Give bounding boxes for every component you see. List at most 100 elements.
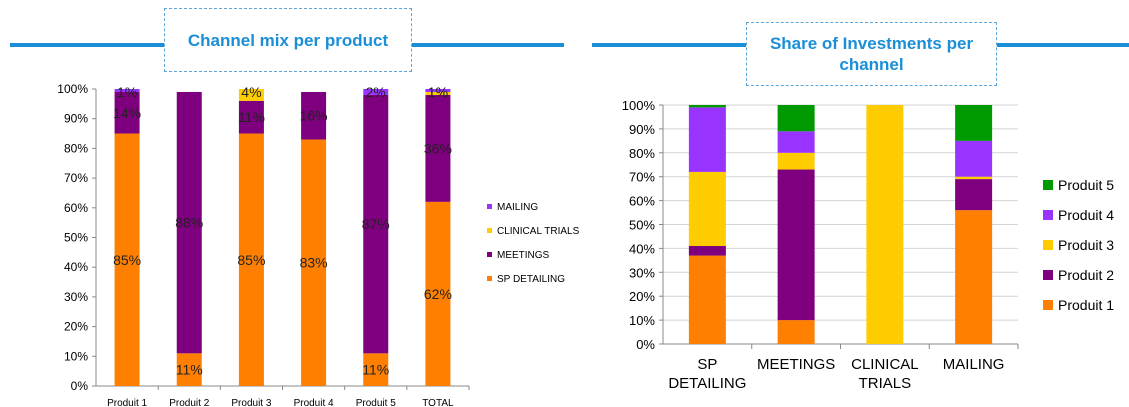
bar-segment-produit-2 bbox=[777, 169, 815, 321]
y-tick-label: 30% bbox=[64, 290, 88, 304]
x-tick-label: MAILING bbox=[943, 356, 1005, 373]
legend-entry: Produit 2 bbox=[1058, 267, 1114, 283]
bar-segment-produit-5 bbox=[955, 105, 993, 141]
y-tick-label: 40% bbox=[64, 260, 88, 274]
x-tick-label: CLINICAL bbox=[851, 356, 919, 373]
bar-segment-sp-detailing bbox=[425, 201, 451, 386]
bar-segment-mailing bbox=[363, 89, 389, 95]
bar-segment-sp-detailing bbox=[238, 133, 264, 386]
data-label: 16% bbox=[300, 108, 328, 124]
legend-swatch bbox=[487, 228, 492, 233]
y-tick-label: 60% bbox=[629, 194, 655, 209]
legend-swatch bbox=[1043, 180, 1053, 190]
bar-segment-produit-4 bbox=[777, 131, 815, 153]
bar-segment-produit-3 bbox=[955, 176, 993, 180]
legend-swatch bbox=[1043, 240, 1053, 250]
x-tick-label: Produit 3 bbox=[231, 398, 271, 407]
legend-entry: CLINICAL TRIALS bbox=[497, 226, 580, 237]
bar-segment-produit-1 bbox=[777, 320, 815, 344]
y-tick-label: 100% bbox=[622, 98, 656, 113]
chart1-title-rule-right bbox=[410, 43, 564, 47]
bar-segment-produit-4 bbox=[955, 140, 993, 177]
x-tick-label: TOTAL bbox=[422, 398, 454, 407]
bar-segment-produit-1 bbox=[688, 255, 726, 344]
data-label: 11% bbox=[238, 109, 265, 125]
bar-segment-produit-1 bbox=[955, 210, 993, 344]
bar-segment-sp-detailing bbox=[176, 353, 202, 386]
bar-segment-produit-2 bbox=[955, 179, 993, 211]
legend-entry: Produit 1 bbox=[1058, 297, 1114, 313]
bar-segment-produit-3 bbox=[777, 152, 815, 170]
y-tick-label: 70% bbox=[64, 171, 88, 185]
y-tick-label: 40% bbox=[629, 241, 655, 256]
bar-segment-produit-3 bbox=[866, 105, 904, 344]
bar-segment-clinical-trials bbox=[425, 91, 451, 95]
y-tick-label: 90% bbox=[629, 122, 655, 137]
y-tick-label: 80% bbox=[629, 146, 655, 161]
bar-segment-clinical-trials bbox=[238, 89, 264, 101]
bar-segment-meetings bbox=[114, 91, 140, 134]
legend-entry: Produit 5 bbox=[1058, 177, 1114, 193]
x-tick-label: SP bbox=[697, 356, 717, 373]
x-tick-label: DETAILING bbox=[668, 375, 746, 392]
chart1-title-rule-left bbox=[10, 43, 165, 47]
legend-swatch bbox=[1043, 300, 1053, 310]
y-tick-label: 100% bbox=[57, 82, 88, 96]
y-tick-label: 0% bbox=[636, 337, 655, 352]
bar-segment-produit-5 bbox=[777, 105, 815, 132]
y-tick-label: 80% bbox=[64, 141, 88, 155]
legend-entry: MAILING bbox=[497, 202, 538, 213]
y-tick-label: 10% bbox=[64, 349, 88, 363]
data-label: 88% bbox=[175, 215, 203, 231]
x-tick-label: Produit 5 bbox=[356, 398, 396, 407]
bar-segment-meetings bbox=[176, 91, 202, 354]
legend-swatch bbox=[487, 204, 492, 209]
data-label: 1% bbox=[117, 84, 137, 100]
bar-segment-meetings bbox=[363, 94, 389, 354]
data-label: 14% bbox=[113, 105, 141, 121]
legend-swatch bbox=[487, 276, 492, 281]
data-label: 87% bbox=[362, 216, 390, 232]
data-label: 62% bbox=[424, 286, 452, 302]
data-label: 36% bbox=[424, 140, 452, 156]
legend-swatch bbox=[1043, 210, 1053, 220]
y-tick-label: 20% bbox=[629, 289, 655, 304]
x-tick-label: MEETINGS bbox=[757, 356, 835, 373]
legend-entry: MEETINGS bbox=[497, 250, 550, 261]
y-tick-label: 50% bbox=[629, 218, 655, 233]
legend-entry: Produit 4 bbox=[1058, 207, 1114, 223]
bar-segment-meetings bbox=[301, 91, 327, 140]
x-tick-label: Produit 4 bbox=[294, 398, 334, 407]
bar-segment-sp-detailing bbox=[301, 139, 327, 386]
chart1-title: Channel mix per product bbox=[164, 8, 412, 72]
chart2-title: Share of Investments per channel bbox=[746, 22, 997, 86]
chart2-title-rule-right bbox=[995, 43, 1129, 47]
data-label: 2% bbox=[366, 84, 386, 100]
legend-swatch bbox=[487, 252, 492, 257]
data-label: 1% bbox=[428, 84, 448, 100]
data-label: 83% bbox=[300, 255, 328, 271]
y-tick-label: 70% bbox=[629, 170, 655, 185]
legend-swatch bbox=[1043, 270, 1053, 280]
data-label: 85% bbox=[113, 252, 141, 268]
bar-segment-meetings bbox=[238, 100, 264, 134]
y-tick-label: 0% bbox=[71, 379, 89, 393]
chart1-channel-mix: 0% 10% 20% 30% 40% 50% 60% 70% 80% 90% 100% Produit… bbox=[57, 82, 580, 407]
y-tick-label: 10% bbox=[629, 313, 655, 328]
x-tick-label: Produit 2 bbox=[169, 398, 209, 407]
data-label: 85% bbox=[237, 252, 265, 268]
bar-segment-produit-3 bbox=[688, 171, 726, 247]
legend-entry: Produit 3 bbox=[1058, 237, 1114, 253]
y-tick-label: 60% bbox=[64, 201, 88, 215]
bar-segment-mailing bbox=[114, 89, 140, 92]
bar-segment-produit-5 bbox=[688, 105, 726, 108]
y-tick-label: 90% bbox=[64, 112, 88, 126]
data-label: 1% bbox=[428, 84, 448, 100]
bar-segment-sp-detailing bbox=[114, 133, 140, 386]
chart2-title-rule-left bbox=[592, 43, 747, 47]
y-tick-label: 50% bbox=[64, 231, 88, 245]
data-label: 4% bbox=[241, 84, 261, 100]
bar-segment-produit-4 bbox=[688, 107, 726, 172]
data-label: 11% bbox=[176, 362, 203, 378]
